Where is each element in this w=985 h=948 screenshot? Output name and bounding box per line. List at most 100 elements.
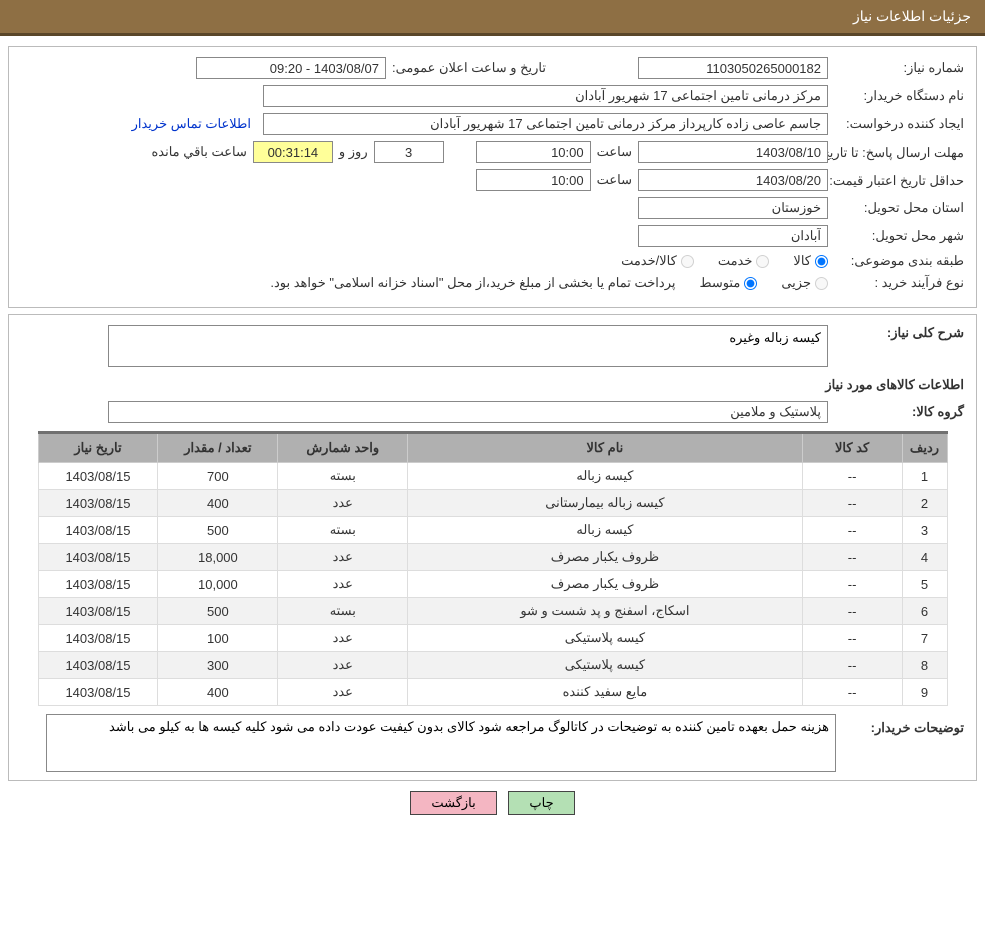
table-cell: 5	[902, 571, 947, 598]
table-cell: 8	[902, 652, 947, 679]
buyer-notes-label: توضیحات خریدار:	[844, 714, 964, 736]
time-label-1: ساعت	[597, 144, 632, 160]
group-field	[108, 401, 828, 423]
purchase-type-label: نوع فرآیند خرید :	[834, 275, 964, 291]
print-button[interactable]: چاپ	[508, 791, 574, 815]
requester-label: ایجاد کننده درخواست:	[834, 116, 964, 132]
table-cell: 400	[158, 490, 278, 517]
table-cell: کیسه زباله بیمارستانی	[408, 490, 802, 517]
goods-panel: شرح کلی نیاز: اطلاعات کالاهای مورد نیاز …	[8, 314, 977, 781]
radio-minor[interactable]	[815, 277, 828, 290]
validity-label: حداقل تاریخ اعتبار قیمت: تا تاریخ:	[834, 170, 964, 190]
row-province: استان محل تحویل:	[21, 197, 964, 219]
table-cell: --	[802, 571, 902, 598]
table-cell: 10,000	[158, 571, 278, 598]
table-cell: عدد	[278, 544, 408, 571]
table-cell: 1403/08/15	[38, 490, 158, 517]
remain-label: ساعت باقي مانده	[151, 144, 246, 160]
table-body: 1--کیسه زبالهبسته7001403/08/152--کیسه زب…	[38, 463, 947, 706]
page-title: جزئیات اطلاعات نیاز	[853, 8, 971, 24]
goods-table: ردیف کد کالا نام کالا واحد شمارش تعداد /…	[38, 431, 948, 706]
row-group: گروه کالا:	[21, 401, 964, 423]
table-header-row: ردیف کد کالا نام کالا واحد شمارش تعداد /…	[38, 433, 947, 463]
th-unit: واحد شمارش	[278, 433, 408, 463]
desc-textarea[interactable]	[108, 325, 828, 367]
row-buyer: نام دستگاه خریدار:	[21, 85, 964, 107]
row-deadline: مهلت ارسال پاسخ: تا تاریخ: ساعت روز و سا…	[21, 141, 964, 163]
province-label: استان محل تحویل:	[834, 200, 964, 216]
table-cell: کیسه زباله	[408, 517, 802, 544]
opt-both: کالا/خدمت	[621, 253, 677, 269]
back-button[interactable]: بازگشت	[410, 791, 496, 815]
table-cell: 6	[902, 598, 947, 625]
table-cell: عدد	[278, 679, 408, 706]
table-cell: --	[802, 598, 902, 625]
table-cell: 7	[902, 625, 947, 652]
deadline-date-field	[638, 141, 828, 163]
countdown-field	[253, 141, 333, 163]
radio-medium[interactable]	[744, 277, 757, 290]
buyer-contact-link[interactable]: اطلاعات تماس خریدار	[132, 116, 251, 132]
table-cell: 100	[158, 625, 278, 652]
goods-section-title: اطلاعات کالاهای مورد نیاز	[21, 377, 964, 393]
table-cell: بسته	[278, 598, 408, 625]
radio-both[interactable]	[681, 255, 694, 268]
deadline-time-field	[476, 141, 591, 163]
table-row: 9--مایع سفید کنندهعدد4001403/08/15	[38, 679, 947, 706]
table-cell: --	[802, 517, 902, 544]
table-cell: --	[802, 490, 902, 517]
table-cell: --	[802, 544, 902, 571]
desc-label: شرح کلی نیاز:	[834, 325, 964, 341]
opt-goods: کالا	[793, 253, 811, 269]
table-cell: 300	[158, 652, 278, 679]
th-row: ردیف	[902, 433, 947, 463]
validity-time-field	[476, 169, 591, 191]
announce-label: تاریخ و ساعت اعلان عمومی:	[392, 60, 546, 76]
table-cell: ظروف یکبار مصرف	[408, 544, 802, 571]
table-cell: 500	[158, 517, 278, 544]
table-cell: 1403/08/15	[38, 679, 158, 706]
table-row: 7--کیسه پلاستیکیعدد1001403/08/15	[38, 625, 947, 652]
table-row: 6--اسکاج، اسفنج و پد شست و شوبسته5001403…	[38, 598, 947, 625]
table-cell: 500	[158, 598, 278, 625]
opt-medium: متوسط	[699, 275, 740, 291]
table-cell: بسته	[278, 463, 408, 490]
th-name: نام کالا	[408, 433, 802, 463]
table-cell: --	[802, 652, 902, 679]
th-code: کد کالا	[802, 433, 902, 463]
need-no-label: شماره نیاز:	[834, 60, 964, 76]
days-and-label: روز و	[339, 144, 368, 160]
validity-date-field	[638, 169, 828, 191]
table-cell: اسکاج، اسفنج و پد شست و شو	[408, 598, 802, 625]
table-row: 8--کیسه پلاستیکیعدد3001403/08/15	[38, 652, 947, 679]
button-row: چاپ بازگشت	[0, 791, 985, 815]
table-cell: 1403/08/15	[38, 571, 158, 598]
table-cell: ظروف یکبار مصرف	[408, 571, 802, 598]
table-cell: 1403/08/15	[38, 625, 158, 652]
table-cell: 3	[902, 517, 947, 544]
table-row: 1--کیسه زبالهبسته7001403/08/15	[38, 463, 947, 490]
details-panel: شماره نیاز: تاریخ و ساعت اعلان عمومی: نا…	[8, 46, 977, 308]
table-cell: 4	[902, 544, 947, 571]
table-cell: عدد	[278, 571, 408, 598]
table-cell: کیسه پلاستیکی	[408, 652, 802, 679]
table-cell: --	[802, 463, 902, 490]
opt-minor: جزیی	[781, 275, 811, 291]
opt-service: خدمت	[718, 253, 753, 269]
th-qty: تعداد / مقدار	[158, 433, 278, 463]
buyer-notes-textarea[interactable]	[46, 714, 836, 772]
table-cell: 18,000	[158, 544, 278, 571]
radio-service[interactable]	[756, 255, 769, 268]
table-cell: کیسه زباله	[408, 463, 802, 490]
table-cell: 1403/08/15	[38, 652, 158, 679]
table-row: 2--کیسه زباله بیمارستانیعدد4001403/08/15	[38, 490, 947, 517]
table-cell: کیسه پلاستیکی	[408, 625, 802, 652]
group-label: گروه کالا:	[834, 404, 964, 420]
row-desc: شرح کلی نیاز:	[21, 325, 964, 367]
need-no-field	[638, 57, 828, 79]
th-date: تاریخ نیاز	[38, 433, 158, 463]
radio-goods[interactable]	[815, 255, 828, 268]
table-cell: 1403/08/15	[38, 598, 158, 625]
row-category: طبقه بندی موضوعی: کالا خدمت کالا/خدمت	[21, 253, 964, 269]
table-row: 3--کیسه زبالهبسته5001403/08/15	[38, 517, 947, 544]
